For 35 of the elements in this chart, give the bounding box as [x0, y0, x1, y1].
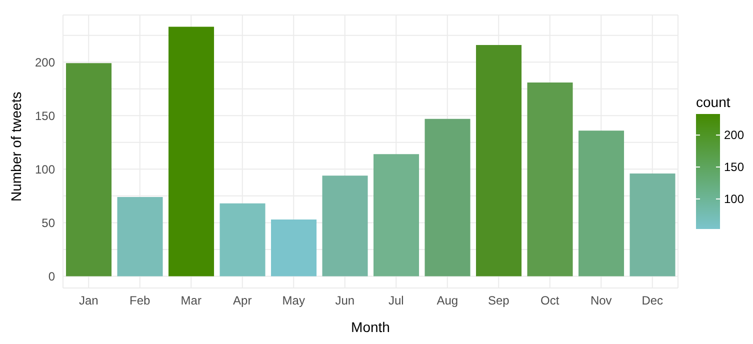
y-tick-label: 50 [42, 216, 56, 230]
bar [424, 118, 470, 276]
x-axis-title: Month [351, 319, 390, 335]
color-bar-label: 100 [724, 192, 744, 206]
bar [117, 197, 163, 276]
x-tick-label: Feb [130, 294, 151, 308]
x-tick-label: Jun [335, 294, 355, 308]
x-tick-label: May [282, 294, 305, 308]
bar [271, 219, 317, 276]
bar [322, 176, 368, 276]
color-bar-title: count [696, 94, 730, 110]
color-bar-label: 200 [724, 128, 744, 142]
x-tick-label: Nov [590, 294, 612, 308]
x-tick-label: Sep [488, 294, 510, 308]
bar [527, 82, 573, 276]
bar [168, 26, 214, 276]
x-tick-label: Jul [388, 294, 404, 308]
x-tick-label: Jan [78, 294, 98, 308]
x-tick-label: Oct [540, 294, 560, 308]
color-bar-label: 150 [724, 160, 744, 174]
y-axis-title: Number of tweets [8, 92, 24, 202]
y-tick-label: 200 [34, 55, 56, 70]
x-tick-label: Aug [436, 294, 458, 308]
y-tick-label: 100 [34, 162, 56, 176]
bar [476, 44, 522, 276]
x-tick-label: Apr [233, 294, 252, 308]
bar [630, 173, 676, 276]
bar [578, 130, 624, 276]
y-tick-label: 0 [48, 269, 56, 284]
x-tick-label: Dec [642, 294, 664, 308]
bar [374, 154, 420, 276]
x-tick-label: Mar [180, 294, 202, 308]
bar [220, 203, 266, 276]
y-tick-label: 150 [34, 108, 56, 123]
bar [66, 63, 112, 276]
